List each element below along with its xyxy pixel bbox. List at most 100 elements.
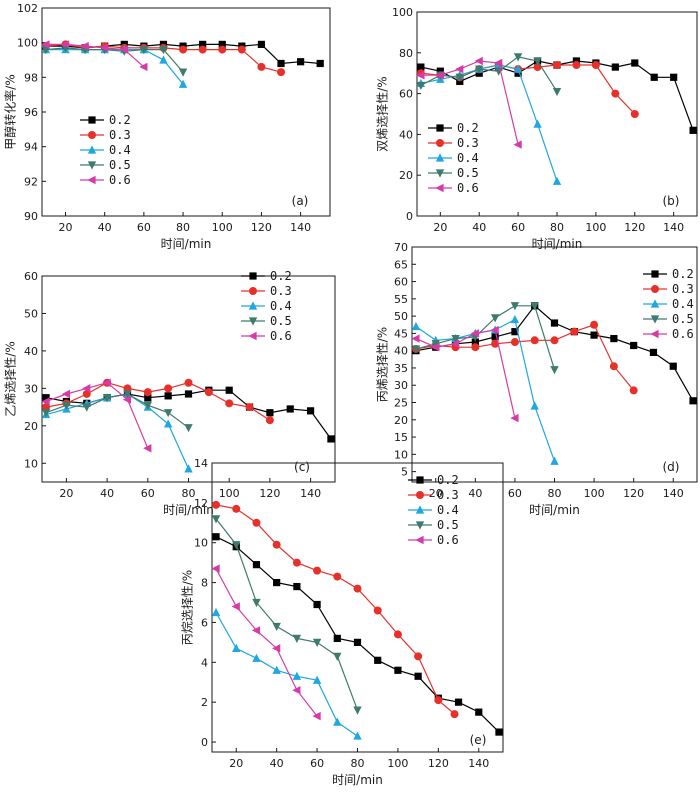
data-point [450, 710, 459, 719]
legend-marker [88, 116, 96, 124]
legend-item: 0.4 [80, 143, 131, 157]
y-tick-label: 100 [392, 6, 413, 19]
series-line [215, 518, 359, 711]
data-point [204, 388, 213, 397]
data-point [102, 394, 112, 403]
legend-item: 0.2 [80, 113, 131, 127]
x-tick-label: 80 [550, 221, 564, 234]
data-point [159, 55, 168, 64]
data-point [333, 572, 342, 581]
y-tick-label: 100 [17, 37, 38, 50]
legend-item: 0.5 [428, 166, 479, 180]
y-tick-label: 0 [406, 210, 413, 223]
data-point [333, 652, 342, 661]
x-tick-label: 120 [428, 757, 449, 770]
series-0.6 [411, 325, 519, 423]
legend-marker [651, 285, 659, 293]
data-point [225, 386, 233, 394]
legend-label: 0.5 [457, 166, 479, 180]
legend-item: 0.4 [408, 503, 459, 517]
series-line [415, 329, 516, 419]
data-point [610, 334, 618, 343]
data-point [251, 626, 261, 635]
data-point [435, 71, 444, 80]
legend-item: 0.3 [643, 282, 694, 296]
panel-d: 20 40 60 80 100 120 140 5 10 15 20 25 30 35 40 45 50 55 60… [376, 241, 698, 517]
x-tick-label: 40 [100, 487, 114, 500]
data-point [123, 384, 132, 393]
x-axis-title: 时间/min [532, 237, 583, 251]
x-tick-label: 40 [270, 757, 284, 770]
data-point [144, 394, 152, 402]
data-point [60, 40, 70, 49]
data-point [41, 46, 51, 55]
panel-e: 20 40 60 80 100 120 140 0 2 4 6 8 10 12 14 时间/min 丙烷选择性/… [181, 457, 504, 787]
data-point [316, 59, 324, 68]
y-tick-label: 70 [394, 241, 408, 254]
y-tick-label: 5 [401, 466, 408, 479]
data-point [184, 390, 193, 398]
data-point [312, 675, 322, 684]
data-point [451, 334, 460, 344]
series-0.6 [211, 564, 321, 721]
legend-label: 0.4 [457, 151, 479, 165]
data-point [590, 331, 598, 339]
data-point [572, 61, 581, 70]
plot-frame [41, 7, 331, 217]
legend-item: 0.5 [80, 158, 131, 172]
legend-label: 0.6 [109, 173, 131, 187]
data-point [293, 582, 301, 591]
legend-label: 0.2 [109, 113, 131, 127]
data-point [313, 566, 322, 575]
x-tick-label: 60 [511, 221, 525, 234]
x-tick-label: 120 [259, 487, 280, 500]
legend-label: 0.5 [270, 314, 292, 328]
data-point [475, 708, 483, 716]
legend-marker [416, 491, 424, 499]
series-0.3 [416, 61, 639, 118]
data-point [550, 366, 559, 375]
y-tick-label: 60 [24, 270, 38, 283]
y-tick-label: 45 [394, 327, 408, 340]
data-point [471, 338, 479, 346]
legend-item: 0.6 [643, 327, 694, 341]
x-tick-label: 80 [548, 487, 562, 500]
data-point [179, 45, 188, 54]
y-tick-label: 96 [24, 106, 38, 119]
legend-item: 0.2 [643, 267, 694, 281]
data-point [139, 62, 148, 72]
y-tick-label: 0 [201, 736, 208, 749]
series-line [415, 305, 556, 370]
data-point [552, 87, 562, 97]
data-point [212, 533, 220, 541]
y-tick-label: 35 [394, 362, 408, 375]
y-tick-label: 102 [17, 2, 38, 15]
data-point [416, 81, 426, 91]
x-tick-label: 120 [623, 487, 644, 500]
data-point [123, 390, 132, 399]
data-point [143, 388, 152, 397]
data-point [510, 314, 520, 324]
x-tick-label: 140 [663, 221, 684, 234]
data-point [312, 638, 322, 647]
y-tick-label: 20 [394, 414, 408, 427]
x-tick-label: 20 [429, 487, 443, 500]
data-point [510, 338, 519, 347]
data-point [450, 339, 460, 348]
data-point [232, 643, 241, 652]
x-tick-label: 20 [59, 221, 73, 234]
data-point [550, 456, 559, 465]
legend-marker [415, 521, 425, 530]
legend-label: 0.2 [457, 121, 479, 135]
y-tick-label: 94 [24, 141, 38, 154]
data-point [178, 68, 188, 77]
series-0.3 [212, 500, 459, 719]
x-tick-label: 60 [310, 757, 324, 770]
data-point [272, 644, 281, 653]
data-point [630, 341, 638, 350]
series-line [415, 324, 635, 391]
data-point [333, 634, 341, 642]
x-tick-label: 20 [59, 487, 73, 500]
data-point [631, 59, 639, 67]
panel-label: (a) [292, 194, 309, 208]
